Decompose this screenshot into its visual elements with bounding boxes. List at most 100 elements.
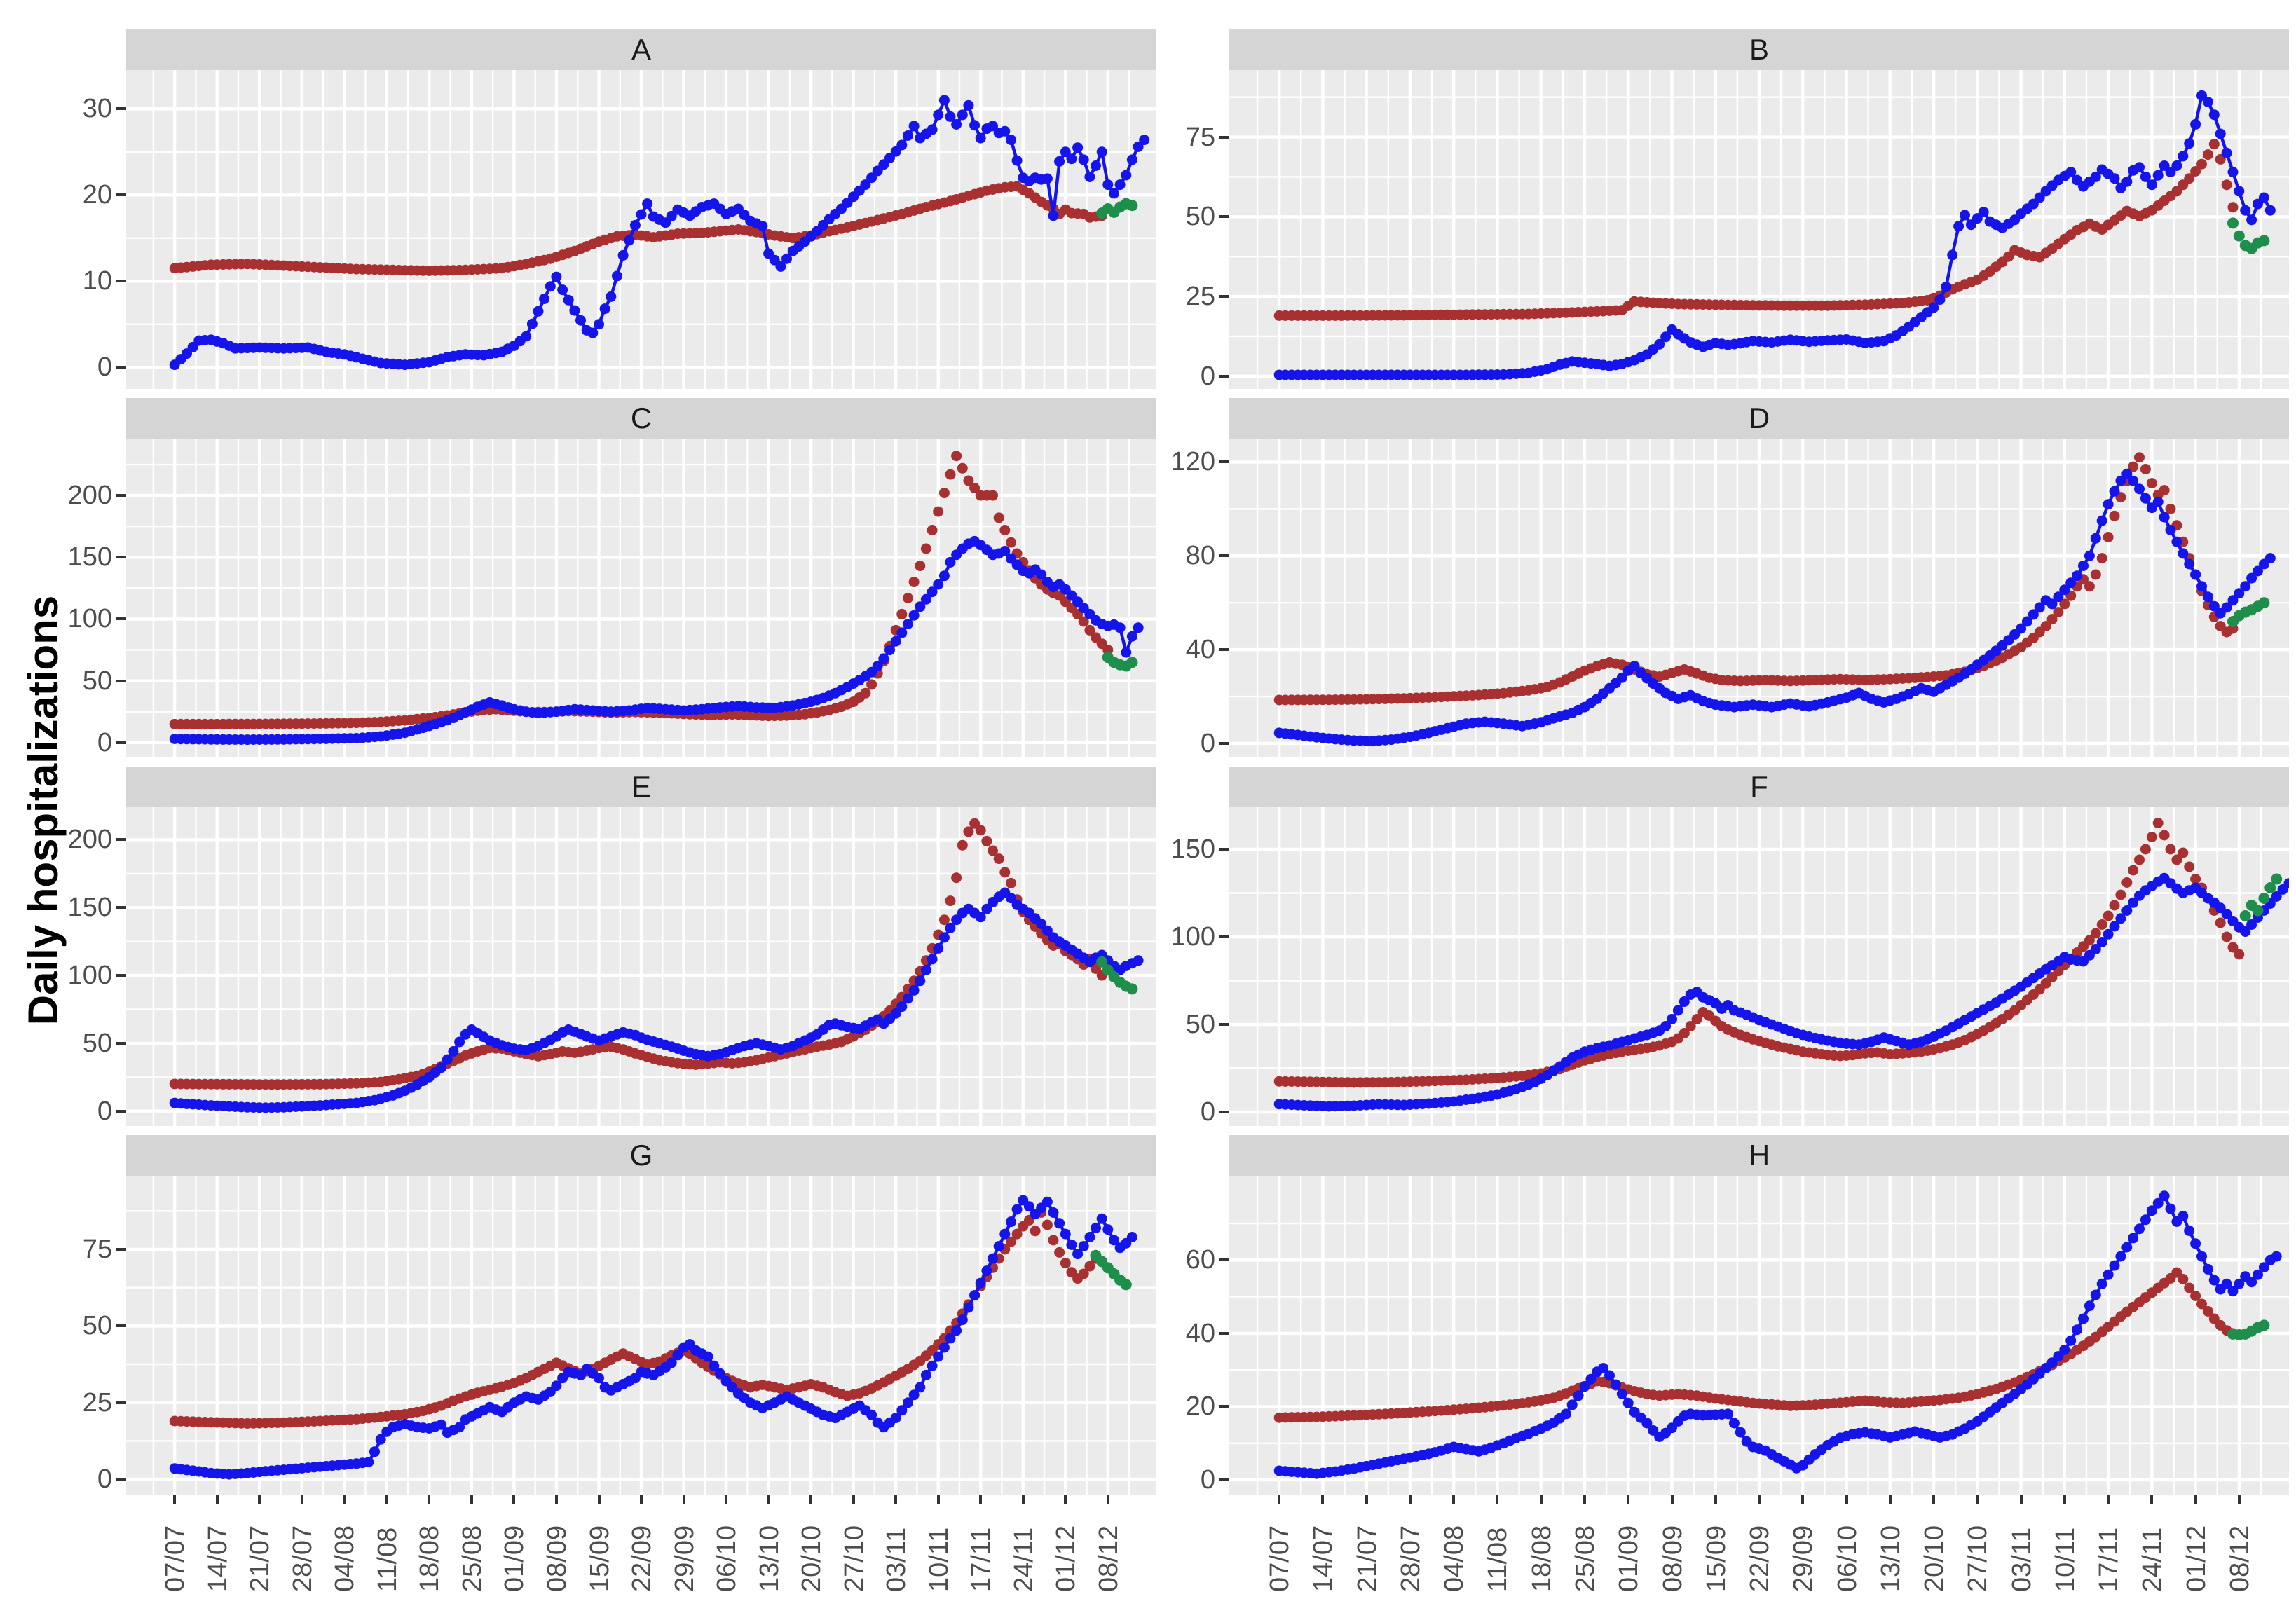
data-point (890, 1413, 901, 1424)
x-tick-mark (1106, 1495, 1109, 1504)
data-point (2040, 621, 2051, 632)
data-point (969, 120, 980, 131)
data-point (1078, 1268, 1089, 1279)
data-point (2234, 588, 2245, 599)
grid-major (126, 439, 1156, 757)
y-tick-mark (1219, 554, 1229, 558)
x-tick-mark (343, 1495, 346, 1504)
y-tick-mark (116, 107, 126, 111)
data-point (369, 1446, 380, 1457)
series-red-points (169, 1207, 1101, 1429)
y-tick-label: 0 (1200, 728, 1215, 758)
y-tick-label: 20 (1185, 1392, 1215, 1422)
data-point (2090, 944, 2101, 954)
y-tick-mark (116, 679, 126, 682)
facet-strip-b: B (1229, 29, 2289, 70)
data-point (945, 895, 956, 907)
plot-area-a (126, 70, 1156, 389)
y-tick-mark (1219, 741, 1229, 745)
grid-major (1229, 807, 2289, 1126)
x-tick-mark (2107, 1495, 2110, 1504)
data-point (2140, 493, 2151, 504)
data-point (642, 198, 653, 210)
facet-strip-c: C (126, 398, 1156, 439)
data-point (1133, 622, 1144, 633)
data-point (1048, 210, 1059, 221)
y-tick-label: 50 (1185, 202, 1215, 232)
plot-area-f (1229, 807, 2289, 1126)
facet-strip-label: F (1750, 770, 1768, 803)
y-tick-label: 75 (1185, 122, 1215, 152)
data-point (1011, 1228, 1023, 1240)
data-point (908, 577, 920, 588)
data-point (2233, 230, 2245, 242)
x-tick-label: 14/07 (1308, 1525, 1339, 1592)
x-tick-label: 25/08 (457, 1525, 487, 1592)
y-tick-label: 40 (1185, 1318, 1215, 1348)
data-point (454, 1036, 465, 1048)
x-tick-mark (1627, 1495, 1630, 1504)
data-point (624, 235, 635, 246)
x-tick-label: 17/11 (2094, 1527, 2124, 1592)
data-point (999, 125, 1011, 137)
data-point (2202, 1263, 2213, 1275)
data-point (1679, 1028, 1690, 1038)
data-point (2184, 138, 2195, 149)
data-point (1078, 616, 1089, 627)
data-point (2134, 483, 2145, 495)
data-point (2208, 600, 2220, 612)
data-point (1735, 1427, 1746, 1438)
data-point (951, 451, 962, 462)
data-point (2240, 926, 2251, 937)
data-point (2264, 553, 2276, 564)
plot-area-d (1229, 439, 2289, 757)
data-point (866, 172, 877, 184)
x-tick-label: 18/08 (415, 1525, 445, 1592)
x-tick-mark (682, 1495, 685, 1504)
data-point (2090, 569, 2101, 580)
data-point (2096, 937, 2107, 947)
data-point (981, 903, 992, 914)
data-point (1641, 1418, 1653, 1429)
x-tick-mark (173, 1495, 177, 1504)
y-tick-mark (116, 193, 126, 197)
data-point (2283, 878, 2289, 889)
data-point (539, 294, 550, 304)
data-point (2115, 1251, 2126, 1262)
data-point (594, 319, 604, 330)
data-point (2084, 935, 2095, 946)
x-tick-label: 20/10 (1920, 1525, 1949, 1592)
y-tick-mark (1219, 295, 1229, 298)
series-green-points (1102, 652, 1138, 672)
data-point (1133, 955, 1144, 966)
data-point (2271, 873, 2283, 885)
facet-strip-label: C (630, 401, 652, 434)
y-tick-mark (1219, 1111, 1229, 1113)
x-tick-label: 20/10 (797, 1525, 827, 1592)
series-green-points (1096, 956, 1138, 995)
x-tick-label: 11/08 (1483, 1527, 1513, 1592)
x-tick-mark (1408, 1495, 1412, 1504)
data-point (878, 653, 889, 664)
data-point (2115, 475, 2126, 486)
data-point (957, 109, 968, 121)
data-point (2264, 882, 2276, 893)
data-point (2184, 861, 2195, 872)
data-point (2208, 1275, 2220, 1286)
x-tick-mark (936, 1495, 940, 1504)
data-point (545, 281, 556, 292)
data-point (672, 1350, 683, 1361)
data-point (927, 525, 938, 535)
data-point (1072, 1249, 1084, 1260)
data-point (2253, 1269, 2263, 1280)
data-point (2221, 1278, 2232, 1289)
data-point (1060, 1228, 1071, 1240)
y-tick-mark (1219, 135, 1229, 139)
data-point (2134, 1223, 2145, 1235)
data-point (872, 661, 883, 671)
data-point (2159, 830, 2170, 841)
data-point (1953, 221, 1964, 232)
data-point (2190, 874, 2201, 884)
data-point (2202, 1306, 2213, 1317)
